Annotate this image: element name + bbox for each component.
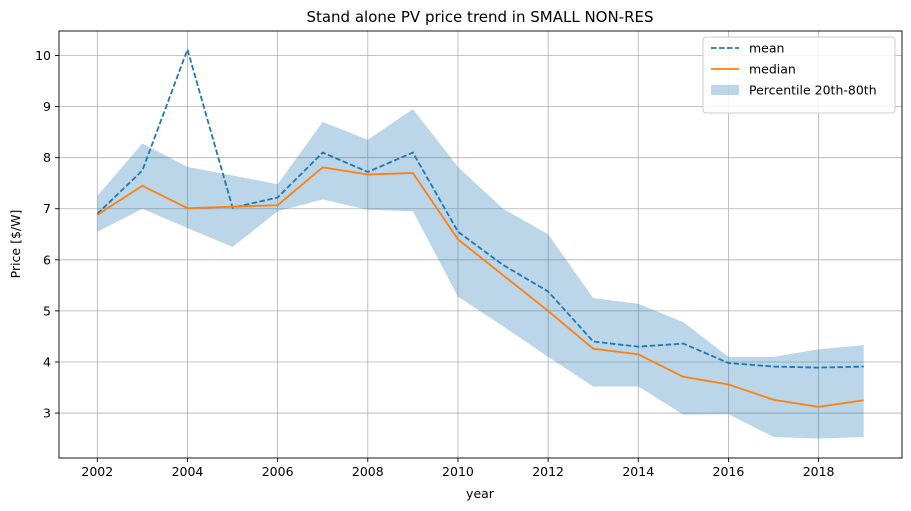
y-axis-label: Price [$/W] (8, 210, 23, 279)
x-axis-label: year (466, 486, 495, 501)
legend-frame (702, 36, 896, 114)
x-tick-label-2004: 2004 (172, 464, 204, 479)
y-tick-label-8: 8 (43, 150, 51, 165)
legend-median-label: median (749, 62, 796, 77)
x-tick-label-2016: 2016 (713, 464, 745, 479)
percentile-band-layer (97, 109, 864, 439)
percentile-band (97, 109, 864, 439)
mean-line (96, 48, 864, 369)
legend-mean-label: mean (749, 41, 784, 56)
y-tick-label-3: 3 (43, 406, 51, 421)
x-tick-label-2010: 2010 (442, 464, 474, 479)
y-tick-label-10: 10 (35, 48, 51, 63)
y-tick-label-6: 6 (43, 252, 51, 267)
x-tick-label-2002: 2002 (81, 464, 113, 479)
y-axis-ticks: 3 4 5 6 7 8 9 10 (35, 48, 59, 421)
x-tick-label-2008: 2008 (352, 464, 384, 479)
chart-title: Stand alone PV price trend in SMALL NON-… (306, 8, 653, 26)
x-tick-label-2006: 2006 (262, 464, 294, 479)
legend-band-label: Percentile 20th-80th (749, 83, 877, 98)
y-tick-label-9: 9 (43, 99, 51, 114)
y-tick-label-4: 4 (43, 354, 51, 369)
x-tick-label-2012: 2012 (532, 464, 564, 479)
legend: mean median Percentile 20th-80th (702, 36, 896, 114)
x-tick-label-2018: 2018 (803, 464, 835, 479)
y-tick-label-7: 7 (43, 201, 51, 216)
legend-band-swatch (711, 85, 739, 95)
x-tick-label-2014: 2014 (622, 464, 654, 479)
x-axis-ticks: 2002 2004 2006 2008 2010 2012 2014 2016 2018 (81, 458, 835, 479)
y-tick-label-5: 5 (43, 303, 51, 318)
series-lines-layer (96, 48, 864, 408)
median-line (96, 166, 864, 408)
plot-frame (58, 30, 903, 459)
